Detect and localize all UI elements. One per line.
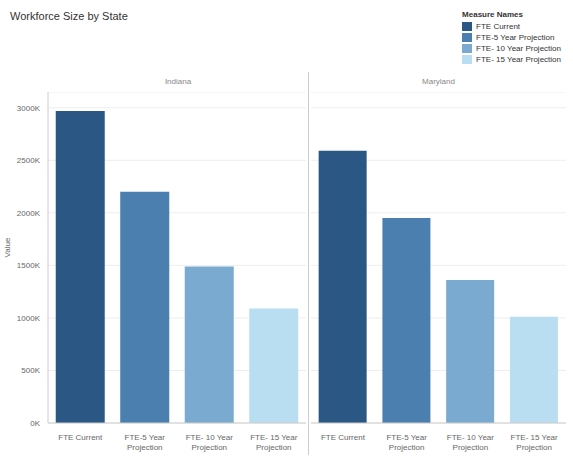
html-text:Workforce Size by State: Workforce Size by State xyxy=(10,10,128,22)
svg-text:FTE- 15 YearProjection: FTE- 15 YearProjection xyxy=(511,433,558,452)
svg-text:FTE-5 YearProjection: FTE-5 YearProjection xyxy=(125,433,166,452)
svg-text:FTE- 10 YearProjection: FTE- 10 YearProjection xyxy=(186,433,233,452)
html-text:FTE- 15 Year Projection: FTE- 15 Year Projection xyxy=(476,55,561,64)
html-text:FTE-5 Year Projection: FTE-5 Year Projection xyxy=(476,33,555,42)
svg-text:FTE- 10 YearProjection: FTE- 10 YearProjection xyxy=(447,433,494,452)
svg-text:Value: Value xyxy=(8,237,12,257)
svg-text:FTE Current: FTE Current xyxy=(321,433,366,442)
svg-text:FTE- 15 YearProjection: FTE- 15 YearProjection xyxy=(250,433,297,452)
svg-text:3000K: 3000K xyxy=(17,104,41,113)
svg-text:500K: 500K xyxy=(21,366,40,375)
svg-text:FTE-5 YearProjection: FTE-5 YearProjection xyxy=(386,433,427,452)
svg-text:FTE Current: FTE Current xyxy=(58,433,103,442)
html-text:Indiana: Indiana xyxy=(164,77,192,86)
html-text:FTE- 10 Year Projection: FTE- 10 Year Projection xyxy=(476,44,561,53)
svg-text:1500K: 1500K xyxy=(17,261,41,270)
svg-text:2500K: 2500K xyxy=(17,156,41,165)
html-text:Maryland: Maryland xyxy=(422,77,455,86)
svg-text:0K: 0K xyxy=(30,419,40,428)
svg-text:2000K: 2000K xyxy=(17,209,41,218)
html-text:Measure Names: Measure Names xyxy=(462,10,523,19)
html-text:FTE Current: FTE Current xyxy=(476,22,521,31)
svg-text:1000K: 1000K xyxy=(17,314,41,323)
